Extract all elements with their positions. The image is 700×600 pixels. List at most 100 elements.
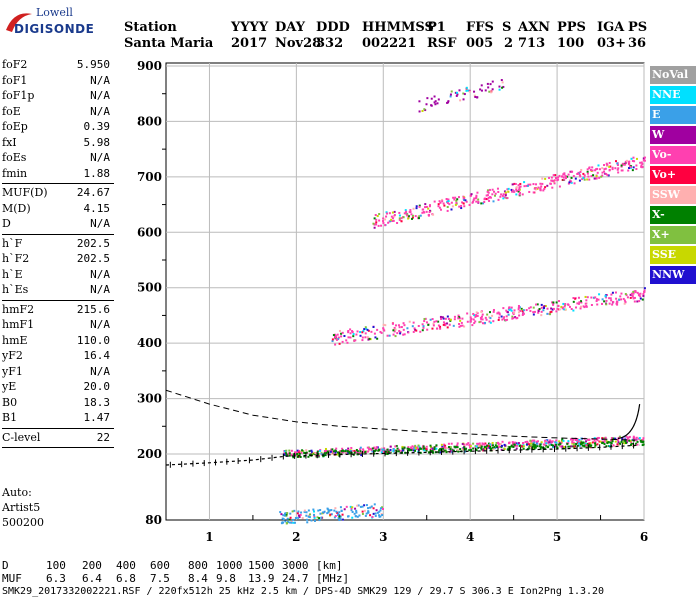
echo-point bbox=[639, 292, 642, 295]
echo-point bbox=[519, 191, 522, 194]
echo-point bbox=[396, 447, 399, 450]
echo-point bbox=[532, 306, 535, 309]
param-row: yF1 N/A bbox=[2, 365, 114, 381]
echo-point bbox=[437, 451, 440, 454]
echo-point bbox=[468, 90, 471, 93]
echo-point bbox=[303, 451, 306, 454]
echo-point bbox=[477, 200, 480, 203]
echo-point bbox=[412, 449, 415, 452]
header-value: 100 bbox=[557, 36, 585, 51]
logo-text-bottom: DIGISONDE bbox=[14, 22, 95, 36]
echo-point bbox=[528, 307, 531, 310]
echo-point bbox=[417, 217, 420, 220]
echo-point bbox=[537, 186, 540, 189]
echo-point bbox=[374, 336, 377, 339]
echo-point bbox=[464, 448, 467, 451]
header-value: 2017 bbox=[231, 36, 268, 51]
echo-point bbox=[336, 333, 339, 336]
echo-point bbox=[432, 324, 435, 327]
echo-point bbox=[514, 183, 517, 186]
echo-point bbox=[529, 439, 532, 442]
echo-point bbox=[446, 205, 449, 208]
echo-point bbox=[402, 322, 405, 325]
param-value: 24.67 bbox=[76, 186, 110, 199]
echo-point bbox=[438, 206, 441, 209]
echo-point bbox=[585, 446, 588, 449]
echo-point bbox=[563, 172, 566, 175]
echo-point bbox=[460, 207, 463, 210]
echo-point bbox=[403, 333, 406, 336]
param-value: 202.5 bbox=[76, 252, 110, 265]
echo-point bbox=[392, 448, 395, 451]
echo-point bbox=[406, 214, 409, 217]
auto-code: 500200 bbox=[2, 516, 44, 529]
echo-point bbox=[618, 298, 621, 301]
echo-point bbox=[620, 292, 623, 295]
echo-point bbox=[354, 450, 357, 453]
echo-point bbox=[632, 297, 635, 300]
echo-point bbox=[503, 196, 506, 199]
echo-point bbox=[641, 441, 644, 444]
echo-point bbox=[621, 439, 624, 442]
param-value: 110.0 bbox=[76, 333, 110, 347]
echo-point bbox=[628, 163, 631, 166]
echo-point bbox=[386, 334, 389, 337]
echo-point bbox=[305, 511, 308, 514]
echo-point bbox=[413, 327, 416, 330]
echo-point bbox=[494, 444, 497, 447]
echo-point bbox=[489, 447, 492, 450]
echo-point bbox=[316, 516, 319, 519]
echo-point bbox=[512, 445, 515, 448]
echo-point bbox=[452, 196, 455, 199]
echo-point bbox=[313, 519, 316, 522]
echo-point bbox=[463, 325, 466, 328]
echo-point bbox=[307, 509, 310, 512]
lowell-digisonde-logo bbox=[4, 6, 114, 40]
echo-point bbox=[635, 164, 638, 167]
echo-point bbox=[555, 441, 558, 444]
echo-point bbox=[288, 518, 291, 521]
echo-point bbox=[387, 450, 390, 453]
footer-row-value: 13.9 bbox=[248, 572, 275, 585]
echo-point bbox=[630, 441, 633, 444]
echo-point bbox=[641, 444, 644, 447]
echo-point bbox=[500, 193, 503, 196]
echo-point bbox=[476, 314, 479, 317]
echo-point bbox=[284, 512, 287, 515]
echo-point bbox=[361, 512, 364, 515]
echo-point bbox=[449, 95, 452, 98]
echo-point bbox=[457, 317, 460, 320]
echo-point bbox=[557, 300, 560, 303]
echo-point bbox=[366, 446, 369, 449]
echo-point bbox=[560, 441, 563, 444]
echo-point bbox=[418, 100, 421, 103]
echo-point bbox=[428, 204, 431, 207]
echo-point bbox=[561, 178, 564, 181]
echo-point bbox=[383, 447, 386, 450]
echo-point bbox=[414, 328, 417, 331]
echo-point bbox=[488, 311, 491, 314]
echo-point bbox=[551, 186, 554, 189]
echo-point bbox=[410, 449, 413, 452]
echo-point bbox=[507, 313, 510, 316]
echo-point bbox=[522, 444, 525, 447]
echo-point bbox=[559, 442, 562, 445]
echo-point bbox=[620, 165, 623, 168]
echo-point bbox=[375, 223, 378, 226]
echo-point bbox=[553, 179, 556, 182]
echo-point bbox=[513, 311, 516, 314]
echo-point bbox=[519, 185, 522, 188]
footer-row-value: 6.4 bbox=[82, 572, 102, 585]
echo-point bbox=[498, 85, 501, 88]
echo-point bbox=[472, 442, 475, 445]
echo-point bbox=[491, 188, 494, 191]
echo-point bbox=[456, 446, 459, 449]
echo-point bbox=[406, 447, 409, 450]
echo-point bbox=[392, 329, 395, 332]
echo-point bbox=[481, 322, 484, 325]
echo-point bbox=[453, 318, 456, 321]
echo-point bbox=[423, 108, 426, 111]
echo-point bbox=[336, 451, 339, 454]
echo-point bbox=[335, 338, 338, 341]
echo-point bbox=[346, 448, 349, 451]
